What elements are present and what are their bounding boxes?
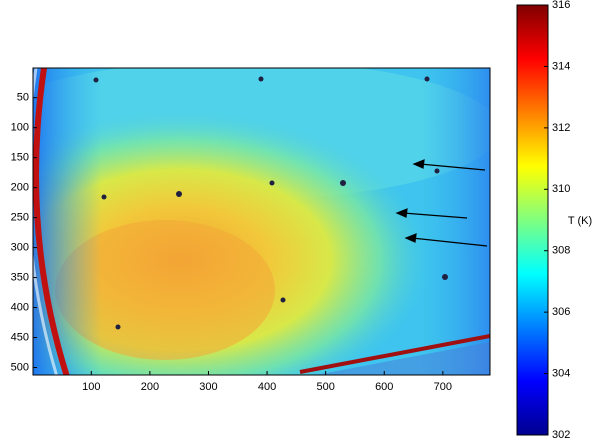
colorbar-tick-label: 308 (552, 245, 570, 257)
x-tick-label: 500 (316, 381, 334, 393)
colorbar-tick-label: 316 (552, 0, 570, 11)
x-tick-label: 200 (141, 381, 159, 393)
x-tick-label: 300 (199, 381, 217, 393)
y-tick-label: 300 (11, 241, 29, 253)
x-tick-label: 700 (434, 381, 452, 393)
y-tick-label: 400 (11, 301, 29, 313)
colorbar-tick-label: 304 (552, 367, 570, 379)
plot-frame (32, 67, 491, 376)
y-tick-label: 50 (17, 92, 29, 104)
y-tick-label: 350 (11, 271, 29, 283)
y-tick-label: 450 (11, 331, 29, 343)
colorbar-tick-label: 306 (552, 306, 570, 318)
colorbar-tick-label: 314 (552, 60, 570, 72)
x-tick-label: 400 (258, 381, 276, 393)
thermal-image (33, 68, 490, 375)
colorbar-tick-label: 310 (552, 183, 570, 195)
colorbar-label: T (K) (568, 215, 592, 227)
colorbar-tick-label: 312 (552, 122, 570, 134)
arrows (395, 159, 488, 247)
y-tick-label: 500 (11, 361, 29, 373)
colorbar (516, 4, 549, 436)
y-tick-label: 100 (11, 122, 29, 134)
y-tick-label: 250 (11, 212, 29, 224)
x-tick-label: 100 (82, 381, 100, 393)
y-tick-label: 150 (11, 152, 29, 164)
x-tick-label: 600 (375, 381, 393, 393)
colorbar-tick-label: 302 (552, 429, 570, 440)
y-tick-label: 200 (11, 182, 29, 194)
